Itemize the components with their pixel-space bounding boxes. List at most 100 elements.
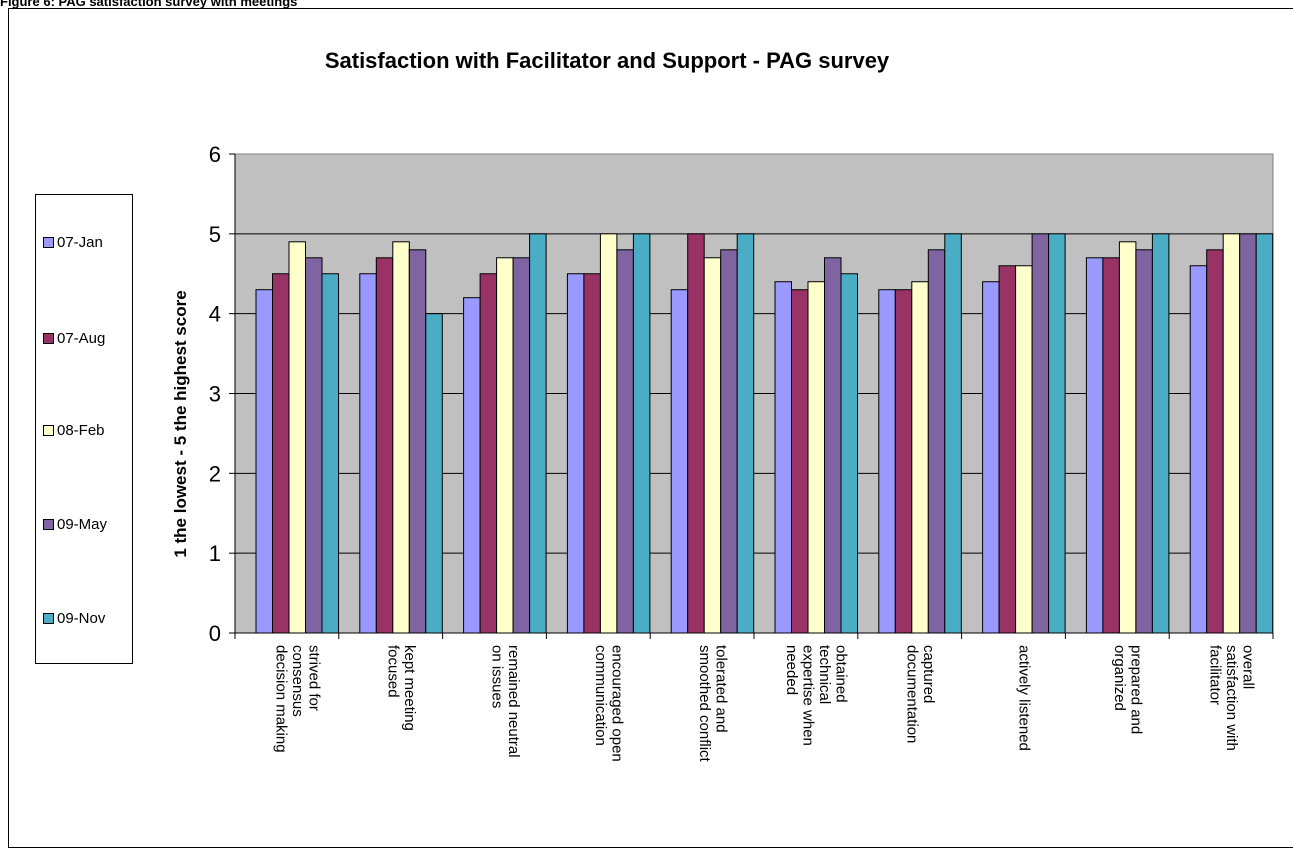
bar <box>1222 233 1241 634</box>
bar <box>791 289 809 634</box>
bar <box>375 257 394 634</box>
bar <box>703 257 722 634</box>
legend-swatch <box>43 612 54 624</box>
x-tick-label: documentation <box>903 645 920 743</box>
legend-item: 07-Aug <box>43 328 105 348</box>
x-tick-label: obtained <box>833 645 850 703</box>
x-tick-label: actively listened <box>1016 645 1033 751</box>
bar <box>1118 241 1137 634</box>
x-tick-label: satisfaction with <box>1223 645 1240 751</box>
legend-item: 09-May <box>43 514 107 534</box>
bar <box>1189 265 1208 634</box>
bar <box>425 313 443 634</box>
y-axis-label: 1 the lowest - 5 the highest score <box>171 290 190 557</box>
x-tick-label: expertise when <box>800 645 817 746</box>
x-tick-label: needed <box>783 645 800 695</box>
bar <box>670 289 689 634</box>
bar <box>512 257 531 634</box>
bar <box>894 289 913 634</box>
bar <box>1031 233 1050 634</box>
bar <box>359 273 377 634</box>
bar <box>616 249 634 634</box>
bar <box>807 281 825 634</box>
bar <box>687 233 705 634</box>
bar <box>321 273 339 634</box>
bar <box>566 273 585 634</box>
legend-swatch <box>43 236 54 248</box>
bar <box>911 281 929 634</box>
chart-legend: 07-Jan 07-Aug 08-Feb 09-May 09-Nov <box>35 194 133 664</box>
bar <box>255 289 273 634</box>
x-tick-label: strived for <box>305 645 322 711</box>
y-tick-label: 4 <box>209 302 221 327</box>
bar <box>878 289 896 634</box>
legend-label: 09-May <box>57 515 108 533</box>
bar <box>1239 233 1257 634</box>
bar <box>944 233 962 634</box>
chart-title: Satisfaction with Facilitator and Suppor… <box>325 48 890 73</box>
bar <box>1085 257 1104 634</box>
legend-item: 08-Feb <box>43 420 105 440</box>
x-tick-label: tolerated and <box>712 645 729 733</box>
bar <box>288 241 306 634</box>
x-tick-label: technical <box>816 645 833 704</box>
bar <box>982 281 1000 634</box>
legend-swatch <box>43 424 54 436</box>
y-tick-label: 5 <box>209 222 221 247</box>
bar <box>824 257 842 634</box>
x-tick-label: encouraged open <box>609 645 626 762</box>
x-tick-label: prepared and <box>1128 645 1145 734</box>
x-tick-label: smoothed conflict <box>696 645 713 763</box>
y-tick-label: 3 <box>209 382 221 407</box>
x-tick-label: communication <box>592 645 609 746</box>
bar <box>1102 257 1120 634</box>
y-tick-label: 0 <box>209 621 221 646</box>
x-tick-label: captured <box>920 645 937 703</box>
bar <box>496 257 514 634</box>
legend-swatch <box>43 518 54 530</box>
bar <box>1206 249 1224 634</box>
y-tick-label: 6 <box>209 142 221 167</box>
bar <box>774 281 792 634</box>
legend-label: 07-Aug <box>57 329 106 347</box>
legend-label: 09-Nov <box>57 609 106 627</box>
bar <box>720 249 738 634</box>
bar <box>479 273 498 634</box>
bar <box>1151 233 1170 634</box>
bar <box>272 273 290 634</box>
bar <box>463 297 481 634</box>
bar <box>529 233 547 634</box>
y-tick-label: 1 <box>209 541 221 566</box>
legend-swatch <box>43 332 54 344</box>
bar <box>840 273 858 634</box>
bar <box>1255 233 1274 634</box>
bar <box>408 249 427 634</box>
bar <box>392 241 410 634</box>
x-tick-label: facilitator <box>1207 645 1224 705</box>
legend-label: 07-Jan <box>57 233 103 251</box>
x-tick-label: on issues <box>488 645 505 708</box>
bar <box>1135 249 1153 634</box>
x-tick-label: overall <box>1240 645 1257 689</box>
x-tick-label: kept meeting <box>401 645 418 731</box>
bar <box>632 233 651 634</box>
bar <box>998 265 1017 634</box>
chart-frame: Satisfaction with Facilitator and Suppor… <box>8 8 1293 848</box>
bar-chart: Satisfaction with Facilitator and Suppor… <box>171 48 1274 763</box>
x-tick-label: consensus <box>289 645 306 717</box>
legend-label: 08-Feb <box>57 421 105 439</box>
bar <box>1015 265 1033 634</box>
bar <box>599 233 618 634</box>
x-tick-label: focused <box>384 645 401 698</box>
x-tick-label: organized <box>1111 645 1128 711</box>
legend-item: 07-Jan <box>43 232 103 252</box>
x-tick-label: decision making <box>272 645 289 753</box>
figure-caption: Figure 6: PAG satisfaction survey with m… <box>0 0 298 9</box>
bar <box>927 249 946 634</box>
x-tick-label: remained neutral <box>505 645 522 758</box>
bar <box>1048 233 1066 634</box>
legend-item: 09-Nov <box>43 608 105 628</box>
y-tick-label: 2 <box>209 461 221 486</box>
bar <box>736 233 755 634</box>
bar <box>305 257 323 634</box>
